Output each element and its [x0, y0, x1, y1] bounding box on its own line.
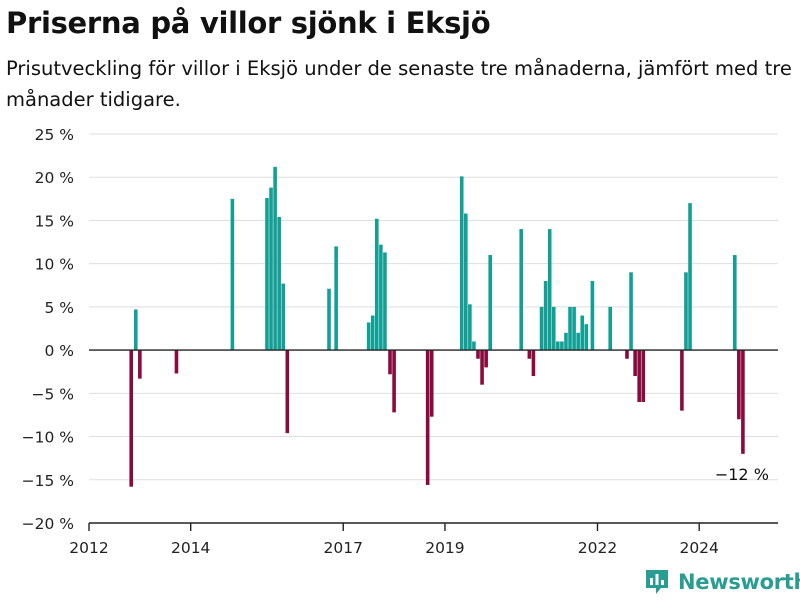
bar: [379, 244, 383, 351]
bar: [480, 350, 484, 385]
bar: [572, 306, 576, 351]
bar: [472, 341, 476, 351]
bar: [277, 216, 281, 351]
grid-layer: [89, 133, 778, 481]
bar: [269, 187, 273, 351]
y-tick-label: −10 %: [22, 429, 74, 447]
bar: [230, 198, 235, 351]
bar: [392, 350, 396, 413]
bar: [383, 252, 387, 351]
bar: [680, 350, 684, 411]
bar: [625, 350, 629, 359]
bar: [590, 280, 595, 351]
bar: [281, 283, 286, 351]
bar: [425, 350, 430, 485]
bar: [463, 213, 468, 351]
bar: [488, 255, 492, 351]
y-tick-label: −5 %: [31, 385, 74, 403]
bar: [484, 350, 488, 368]
axis-layer: [88, 349, 778, 531]
y-tick-label: 10 %: [35, 256, 74, 274]
bar: [265, 197, 269, 351]
y-tick-label: 15 %: [35, 212, 74, 230]
bar: [138, 350, 142, 379]
y-tick-label: 20 %: [35, 169, 74, 187]
y-tick-label: 25 %: [35, 126, 74, 144]
bar: [556, 341, 560, 351]
bar: [334, 246, 338, 351]
bar: [560, 341, 564, 351]
bar: [459, 176, 464, 351]
bar: [327, 288, 331, 351]
bar: [476, 350, 480, 359]
bar: [429, 350, 434, 417]
bar: [539, 306, 544, 351]
bar: [468, 304, 472, 351]
chart-title: Priserna på villor sjönk i Eksjö: [6, 6, 491, 40]
bar: [568, 306, 572, 351]
bar: [633, 350, 637, 377]
brand-name: Newsworthy: [678, 570, 800, 594]
chart-subtitle: Prisutveckling för villor i Eksjö under …: [6, 57, 792, 111]
bar: [580, 315, 585, 351]
bar: [629, 272, 633, 351]
y-tick-label: 5 %: [44, 299, 74, 317]
bar-chart-icon: [646, 570, 668, 594]
bar: [519, 229, 524, 351]
bar: [133, 309, 138, 351]
newsworthy-logo[interactable]: Newsworthy: [644, 568, 800, 596]
bar: [366, 322, 371, 351]
x-tick-label: 2019: [425, 539, 464, 557]
last-value-annotation: −12 %: [715, 465, 769, 484]
bar: [174, 350, 179, 374]
bar-layer: [129, 166, 745, 487]
x-tick-label: 2017: [324, 539, 363, 557]
label-layer: 25 % 20 % 15 % 10 % 5 % 0 % −5 % −10 % −15 % −20 …: [22, 126, 769, 557]
bar: [641, 350, 646, 402]
bar: [375, 218, 379, 351]
bar: [688, 203, 692, 351]
bar: [684, 272, 688, 351]
y-tick-label: −20 %: [22, 515, 74, 533]
x-tick-label: 2022: [578, 539, 617, 557]
bar: [637, 350, 641, 402]
bar: [273, 166, 277, 351]
bar: [285, 350, 290, 434]
bar: [543, 280, 548, 351]
bar: [741, 350, 745, 454]
bar: [551, 306, 556, 351]
bar: [388, 350, 392, 375]
x-tick-label: 2024: [679, 539, 718, 557]
bar: [584, 324, 589, 351]
bar: [732, 255, 737, 351]
bar: [370, 315, 375, 351]
bar: [129, 350, 133, 487]
y-tick-label: −15 %: [22, 472, 74, 490]
x-tick-label: 2014: [171, 539, 210, 557]
bar: [531, 350, 536, 377]
bar: [576, 332, 580, 351]
bar: [564, 332, 568, 351]
bar: [608, 306, 612, 351]
bar: [737, 350, 741, 420]
y-tick-label: 0 %: [44, 342, 74, 360]
bar: [527, 350, 532, 359]
bar: [547, 229, 552, 351]
x-tick-label: 2012: [69, 539, 108, 557]
